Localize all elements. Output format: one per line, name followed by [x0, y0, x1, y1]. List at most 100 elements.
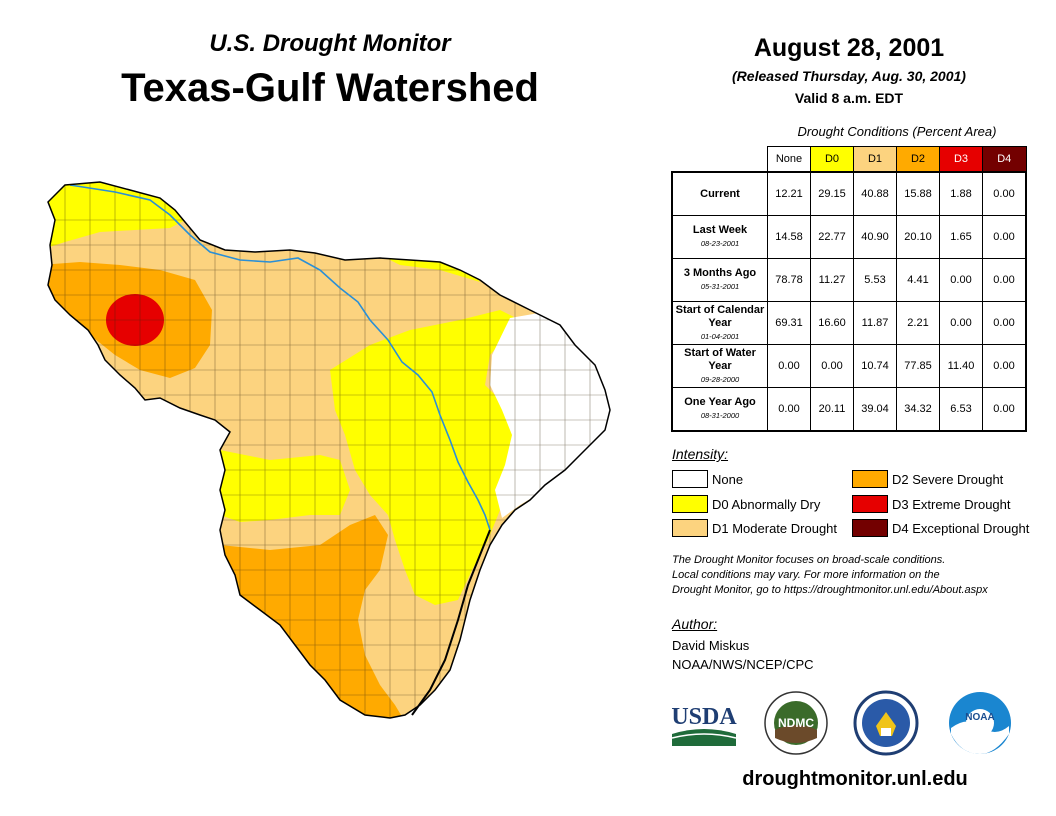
- release-date: (Released Thursday, Aug. 30, 2001): [732, 68, 966, 84]
- legend-label: D0 Abnormally Dry: [712, 496, 821, 512]
- table-cell: 0.00: [982, 258, 1027, 302]
- map-date: August 28, 2001: [753, 34, 945, 62]
- table-cell: 0.00: [982, 344, 1027, 388]
- commerce-seal-logo: [853, 690, 919, 756]
- legend-item-none: None: [672, 470, 743, 488]
- row-label: One Year Ago 08-31-2000: [671, 387, 768, 432]
- legend-swatch: [852, 519, 888, 537]
- table-cell: 0.00: [939, 301, 983, 345]
- row-label: 3 Months Ago 05-31-2001: [671, 258, 768, 302]
- d0-central-zone: [330, 310, 520, 605]
- svg-text:NDMC: NDMC: [778, 716, 814, 730]
- valid-time: Valid 8 a.m. EDT: [794, 90, 904, 106]
- table-row: Start of Calendar Year 01-04-2001 69.31 1…: [671, 301, 1027, 345]
- legend-swatch: [852, 470, 888, 488]
- none-east-zone: [490, 312, 610, 518]
- table-cell: 39.04: [853, 387, 897, 432]
- legend-item-d4: D4 Exceptional Drought: [852, 519, 1029, 537]
- header-d2: D2: [896, 146, 940, 173]
- usda-logo: USDA: [671, 704, 737, 746]
- table-cell: 1.65: [939, 215, 983, 259]
- legend-label: D1 Moderate Drought: [712, 520, 838, 536]
- legend-item-d3: D3 Extreme Drought: [852, 495, 1011, 513]
- table-cell: 0.00: [982, 215, 1027, 259]
- table-cell: 5.53: [853, 258, 897, 302]
- table-cell: 78.78: [767, 258, 811, 302]
- table-cell: 1.88: [939, 171, 983, 216]
- map-title: Texas-Gulf Watershed: [121, 66, 539, 110]
- row-label: Last Week 08-23-2001: [671, 215, 768, 259]
- table-cell: 14.58: [767, 215, 811, 259]
- table-cell: 12.21: [767, 171, 811, 216]
- noaa-logo: NOAA: [949, 692, 1011, 754]
- table-row: Start of Water Year 09-28-2000 0.00 0.00 …: [671, 344, 1027, 388]
- drought-conditions-table: None D0 D1 D2 D3 D4 Current 12.21 29.15 …: [671, 146, 1027, 432]
- table-cell: 0.00: [810, 344, 854, 388]
- svg-text:NOAA: NOAA: [965, 712, 994, 723]
- header-d0: D0: [810, 146, 854, 173]
- legend-label: D2 Severe Drought: [892, 471, 1004, 487]
- author-org: NOAA/NWS/NCEP/CPC: [672, 657, 814, 672]
- table-cell: 16.60: [810, 301, 854, 345]
- table-cell: 29.15: [810, 171, 854, 216]
- row-label: Start of Water Year 09-28-2000: [671, 344, 768, 388]
- table-cell: 0.00: [939, 258, 983, 302]
- table-cell: 10.74: [853, 344, 897, 388]
- table-cell: 4.41: [896, 258, 940, 302]
- row-label: Start of Calendar Year 01-04-2001: [671, 301, 768, 345]
- table-cell: 2.21: [896, 301, 940, 345]
- legend-title: Intensity:: [672, 446, 729, 462]
- table-header-row: None D0 D1 D2 D3 D4: [672, 146, 1027, 173]
- table-row: Last Week 08-23-2001 14.58 22.77 40.90 20…: [671, 215, 1027, 259]
- table-cell: 11.27: [810, 258, 854, 302]
- legend-swatch: [672, 470, 708, 488]
- table-cell: 20.10: [896, 215, 940, 259]
- table-row: Current 12.21 29.15 40.88 15.88 1.88 0.0…: [671, 171, 1027, 216]
- website-link[interactable]: droughtmonitor.unl.edu: [742, 768, 968, 790]
- note-line: The Drought Monitor focuses on broad-sca…: [672, 554, 946, 566]
- table-cell: 20.11: [810, 387, 854, 432]
- d0-southwest-zone: [220, 450, 350, 522]
- legend-label: D3 Extreme Drought: [892, 496, 1011, 512]
- table-cell: 11.40: [939, 344, 983, 388]
- table-cell: 77.85: [896, 344, 940, 388]
- legend-item-d2: D2 Severe Drought: [852, 470, 1003, 488]
- river-line: [69, 184, 491, 531]
- table-row: One Year Ago 08-31-2000 0.00 20.11 39.04 …: [671, 387, 1027, 432]
- legend-swatch: [672, 495, 708, 513]
- table-cell: 0.00: [767, 387, 811, 432]
- table-cell: 15.88: [896, 171, 940, 216]
- table-cell: 40.90: [853, 215, 897, 259]
- info-note: The Drought Monitor focuses on broad-sca…: [672, 553, 1052, 598]
- coastline: [411, 529, 491, 716]
- ndmc-logo: NDMC: [764, 691, 828, 755]
- legend-swatch: [672, 519, 708, 537]
- table-cell: 0.00: [982, 387, 1027, 432]
- author-name: David Miskus: [672, 638, 750, 653]
- drought-map: [47, 181, 611, 719]
- note-line: Drought Monitor, go to https://droughtmo…: [672, 584, 988, 596]
- row-label: Current: [671, 171, 768, 216]
- table-cell: 34.32: [896, 387, 940, 432]
- legend-label: None: [712, 471, 744, 487]
- table-cell: 0.00: [982, 301, 1027, 345]
- map-subtitle: U.S. Drought Monitor: [209, 30, 451, 57]
- table-cell: 6.53: [939, 387, 983, 432]
- table-cell: 0.00: [982, 171, 1027, 216]
- table-cell: 11.87: [853, 301, 897, 345]
- table-row: 3 Months Ago 05-31-2001 78.78 11.27 5.53 …: [671, 258, 1027, 302]
- table-cell: 22.77: [810, 215, 854, 259]
- table-cell: 0.00: [767, 344, 811, 388]
- header-d1: D1: [853, 146, 897, 173]
- table-caption: Drought Conditions (Percent Area): [797, 124, 997, 139]
- legend-swatch: [852, 495, 888, 513]
- legend-item-d1: D1 Moderate Drought: [672, 519, 837, 537]
- table-cell: 69.31: [767, 301, 811, 345]
- header-none: None: [767, 146, 811, 173]
- table-corner: [672, 147, 768, 173]
- table-cell: 40.88: [853, 171, 897, 216]
- note-line: Local conditions may vary. For more info…: [672, 569, 940, 581]
- legend-item-d0: D0 Abnormally Dry: [672, 495, 820, 513]
- header-d4: D4: [982, 146, 1027, 173]
- author-title: Author:: [672, 616, 718, 632]
